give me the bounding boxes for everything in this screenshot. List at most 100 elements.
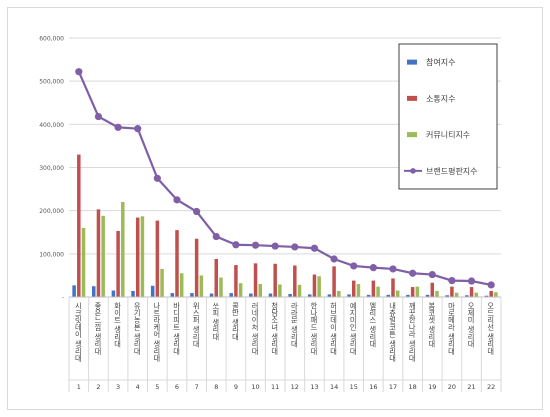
- bar-참여지수: [347, 294, 351, 297]
- x-category-label: 내츄럴코튼 생리대: [389, 301, 398, 363]
- brand-index-point: [271, 242, 279, 250]
- brand-index-point: [134, 125, 142, 133]
- brand-index-point: [330, 255, 338, 263]
- bar-참여지수: [425, 294, 430, 297]
- x-index-label: 10: [251, 383, 259, 391]
- x-category-label: 오드리선 생리대: [487, 302, 496, 356]
- bar-커뮤니티지수: [179, 273, 184, 297]
- bar-참여지수: [327, 294, 332, 297]
- bar-소통지수: [234, 265, 238, 297]
- bar-커뮤니티지수: [121, 202, 125, 297]
- bar-참여지수: [288, 293, 292, 297]
- x-index-label: 20: [448, 383, 456, 391]
- x-index-label: 18: [408, 383, 416, 391]
- legend-line-marker: [410, 168, 416, 174]
- brand-index-point: [389, 265, 397, 273]
- x-category-label: 오제미 생리대: [467, 302, 476, 349]
- bar-커뮤니티지수: [101, 215, 105, 297]
- bar-소통지수: [371, 280, 376, 297]
- bar-커뮤니티지수: [140, 216, 145, 297]
- bar-참여지수: [366, 294, 371, 297]
- x-category-label: 쏘피 생리대: [212, 302, 221, 341]
- bar-커뮤니티지수: [258, 284, 262, 297]
- x-category-label: 마로메라 생리대: [447, 301, 456, 355]
- bar-소통지수: [194, 238, 199, 297]
- bar-소통지수: [430, 282, 435, 297]
- bar-커뮤니티지수: [395, 290, 400, 297]
- y-tick-label: 400,000: [39, 122, 64, 129]
- bar-커뮤니티지수: [454, 292, 459, 297]
- x-index-label: 17: [389, 383, 397, 391]
- bar-소통지수: [293, 265, 297, 297]
- legend-swatch: [407, 95, 417, 101]
- bar-소통지수: [214, 259, 219, 297]
- bar-참여지수: [72, 285, 76, 297]
- x-index-label: 6: [175, 383, 179, 391]
- x-index-label: 4: [136, 383, 140, 391]
- x-index-label: 13: [310, 383, 318, 391]
- brand-index-point: [173, 196, 181, 204]
- bar-소통지수: [332, 266, 336, 297]
- x-category-label: 허브데이 생리대: [330, 301, 339, 355]
- x-index-label: 12: [291, 383, 299, 391]
- brand-index-point: [94, 112, 103, 121]
- brand-index-point: [350, 262, 358, 270]
- x-category-label: 예지미인 생리대: [349, 301, 358, 355]
- x-category-label: 좋은느낌 생리대: [94, 302, 103, 356]
- brand-index-point: [369, 264, 377, 272]
- brand-index-point: [232, 241, 240, 249]
- x-index-label: 22: [487, 383, 495, 391]
- brand-index-point: [467, 277, 476, 285]
- x-index-label: 14: [330, 383, 338, 391]
- brand-index-point: [448, 276, 456, 285]
- bar-소통지수: [469, 287, 474, 297]
- x-category-label: 봄코셋 생리대: [428, 302, 437, 349]
- bar-커뮤니티지수: [199, 275, 204, 297]
- brand-index-point: [291, 243, 299, 251]
- bars: [72, 154, 498, 297]
- brand-index-point: [212, 232, 220, 241]
- bar-소통지수: [351, 280, 356, 297]
- x-axis: 시크릿데이 생리대 좋은느낌 생리대 화이트 생리대 유기농본 생리대 나트라케어 생리…: [68, 296, 502, 392]
- y-tick-label: 100,000: [39, 251, 64, 258]
- x-category-label: 콜만 생리대: [231, 302, 240, 341]
- x-index-label: 15: [350, 383, 358, 391]
- bar-참여지수: [268, 293, 273, 297]
- x-category-label: 엘리스 생리대: [369, 302, 378, 349]
- bar-소통지수: [155, 220, 160, 297]
- brand-index-point: [153, 174, 161, 182]
- x-index-label: 11: [271, 383, 279, 391]
- brand-reputation-chart: 600,000 500,000 400,000 300,000 200,000 100,0…: [39, 36, 502, 392]
- bar-커뮤니티지수: [435, 290, 439, 297]
- bar-소통지수: [96, 209, 101, 297]
- x-index-label: 19: [428, 383, 436, 391]
- legend-label: 참여지수: [426, 57, 455, 67]
- x-category-label: 한나패드 생리대: [310, 302, 319, 356]
- bar-커뮤니티지수: [238, 283, 243, 297]
- x-category-label: 화이트 생리대: [114, 302, 123, 349]
- bar-커뮤니티지수: [297, 284, 302, 297]
- brand-index-point: [487, 281, 495, 289]
- bar-소통지수: [312, 274, 317, 297]
- bar-커뮤니티지수: [81, 227, 86, 297]
- bar-참여지수: [229, 293, 233, 297]
- brand-index-point: [409, 269, 417, 277]
- x-category-label: 러네이처 생리대: [251, 301, 260, 355]
- y-tick-label: 500,000: [39, 79, 64, 86]
- bar-커뮤니티지수: [376, 286, 380, 297]
- x-category-label: 라라문 생리대: [290, 301, 299, 348]
- bar-참여지수: [92, 286, 96, 297]
- y-axis-ticks: 600,000 500,000 400,000 300,000 200,000 100,0…: [39, 36, 64, 302]
- x-category-label: 바디피트 생리대: [173, 301, 182, 355]
- bar-소통지수: [450, 286, 454, 297]
- bar-소통지수: [135, 217, 140, 297]
- legend-label: 브랜드평판지수: [426, 166, 478, 176]
- brand-index-point: [251, 241, 260, 249]
- bar-참여지수: [308, 294, 312, 297]
- bar-참여지수: [111, 290, 116, 297]
- bar-참여지수: [484, 295, 489, 297]
- bar-커뮤니티지수: [317, 276, 321, 297]
- bar-커뮤니티지수: [415, 286, 420, 297]
- brand-index-point: [310, 244, 319, 252]
